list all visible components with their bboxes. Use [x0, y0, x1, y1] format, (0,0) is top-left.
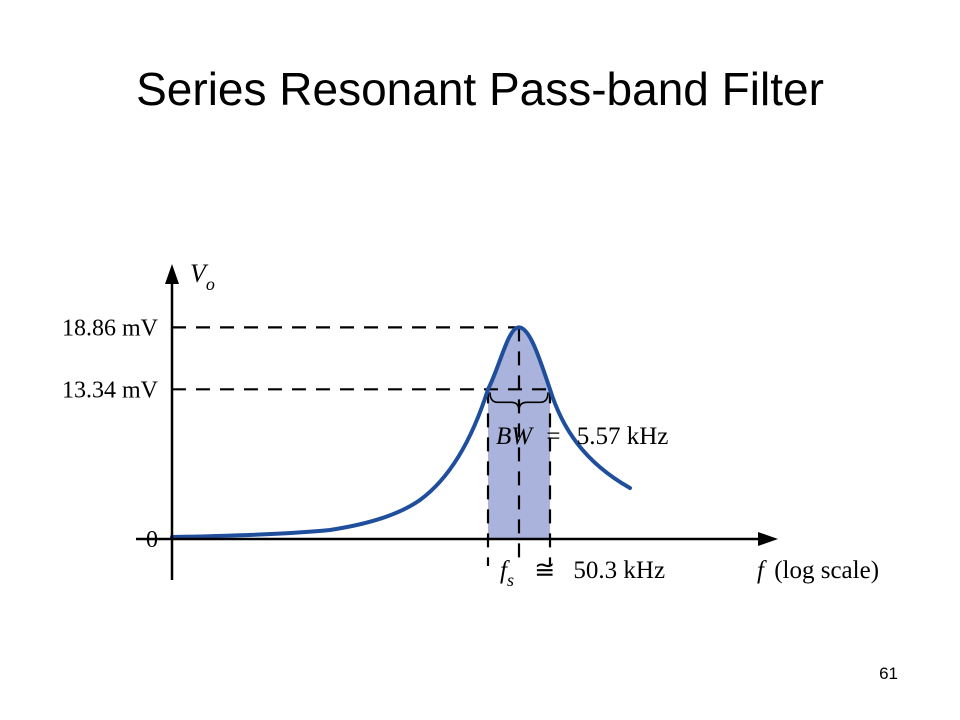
- x-axis-label: f (log scale): [757, 557, 879, 584]
- resonance-symbol: f: [500, 557, 510, 584]
- x-axis-label-symbol: f: [757, 557, 767, 584]
- slide-title: Series Resonant Pass-band Filter: [136, 63, 824, 115]
- resonance-annotation: fs ≅ 50.3 kHz: [500, 557, 665, 592]
- y-tick-label: 18.86 mV: [62, 315, 159, 341]
- y-axis-arrowhead: [165, 264, 179, 284]
- y-axis-label: Vo: [190, 259, 215, 294]
- page-number: 61: [879, 664, 898, 683]
- bandwidth-value: 5.57 kHz: [577, 423, 669, 450]
- y-tick-label: 0: [146, 527, 158, 553]
- bandwidth-relation: =: [546, 423, 560, 450]
- response-curve: [170, 325, 632, 539]
- y-tick-label: 13.34 mV: [62, 377, 159, 403]
- x-axis-arrowhead: [758, 532, 778, 546]
- x-axis-label-text: (log scale): [774, 557, 879, 584]
- y-axis-label-main: V: [190, 259, 209, 288]
- resonance-value: 50.3 kHz: [573, 557, 665, 584]
- resonance-relation: ≅: [534, 557, 555, 584]
- y-axis-label-subscript: o: [206, 274, 215, 294]
- bandwidth-annotation: BW = 5.57 kHz: [496, 423, 668, 450]
- bandwidth-symbol: BW: [496, 423, 534, 450]
- resonance-subscript: s: [507, 570, 514, 590]
